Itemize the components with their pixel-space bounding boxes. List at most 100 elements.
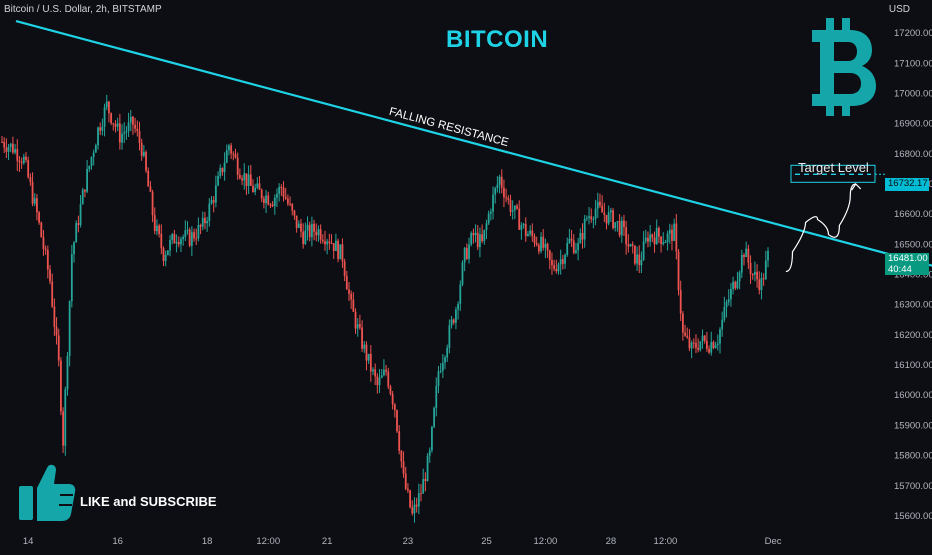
candle-body: [295, 215, 298, 228]
candle-body: [509, 199, 512, 212]
candle-body: [162, 248, 165, 261]
candle-body: [330, 243, 333, 245]
y-tick-label: 15800.00: [894, 451, 932, 462]
candle-body: [572, 240, 575, 253]
candle-body: [507, 197, 510, 200]
last-price-badge: 16481.00 40:44: [885, 253, 929, 275]
candle-body: [132, 116, 134, 125]
candle-body: [49, 269, 51, 282]
candle-body: [644, 237, 647, 242]
candle-body: [258, 183, 261, 190]
candle-body: [433, 407, 436, 427]
candle-body: [38, 212, 40, 223]
candle-body: [431, 426, 433, 451]
candle-body: [262, 198, 265, 204]
candle-body: [664, 242, 667, 244]
candle-body: [712, 342, 715, 349]
candle-body: [468, 244, 470, 259]
candle-body: [581, 232, 584, 240]
candle-body: [555, 268, 558, 272]
candle-body: [542, 236, 545, 248]
candle-body: [339, 244, 342, 260]
candle-body: [99, 127, 102, 131]
candle-body: [754, 271, 756, 275]
y-tick-label: 15700.00: [894, 481, 932, 492]
candle-body: [147, 170, 150, 187]
candle-body: [134, 124, 137, 129]
candle-body: [127, 122, 130, 132]
candle-body: [385, 369, 387, 372]
candle-body: [310, 223, 313, 238]
y-tick-label: 16600.00: [894, 209, 932, 220]
candle-body: [97, 127, 99, 146]
candle-body: [498, 176, 501, 185]
candle-body: [513, 205, 516, 211]
candle-body: [265, 195, 267, 204]
candle-body: [592, 219, 595, 221]
candle-body: [367, 353, 370, 361]
y-tick-label: 16800.00: [894, 149, 932, 160]
candle-body: [740, 254, 743, 273]
x-axis: 14 16 18 12:00 21 23 25 12:00 28 12:00 Dec: [23, 536, 782, 547]
candle-body: [389, 386, 392, 394]
candle-body: [160, 233, 163, 249]
candle-body: [243, 173, 246, 181]
bar-countdown: 40:44: [888, 264, 912, 275]
candle-body: [688, 337, 691, 349]
candle-body: [426, 455, 429, 482]
y-tick-label: 15900.00: [894, 420, 932, 431]
candle-body: [489, 211, 492, 214]
symbol-header[interactable]: Bitcoin / U.S. Dollar, 2h, BITSTAMP: [4, 4, 162, 15]
candle-body: [238, 174, 241, 179]
candle-body: [271, 204, 274, 207]
candle-body: [25, 156, 27, 161]
y-tick-label: 17200.00: [894, 28, 932, 39]
candle-body: [557, 264, 560, 272]
like-subscribe-text: LIKE and SUBSCRIBE: [80, 494, 217, 509]
x-tick-label: 12:00: [256, 536, 280, 547]
candle-body: [121, 133, 123, 143]
candle-body: [553, 265, 556, 269]
candle-body: [219, 167, 222, 176]
falling-resistance-line[interactable]: [15, 19, 932, 271]
candle-body: [745, 248, 748, 258]
candle-body: [66, 355, 69, 390]
candle-body: [566, 243, 569, 255]
candle-body: [594, 208, 597, 220]
candle-body: [599, 201, 601, 206]
candle-body: [210, 200, 213, 204]
candle-body: [695, 342, 697, 348]
candle-body: [721, 319, 724, 330]
candle-body: [46, 250, 49, 270]
candle-body: [671, 229, 673, 241]
y-tick-label: 16000.00: [894, 390, 932, 401]
candle-body: [334, 240, 337, 251]
candle-body: [738, 272, 741, 282]
candle-body: [197, 225, 200, 239]
candle-body: [402, 461, 405, 474]
candle-body: [524, 223, 527, 237]
candle-body: [284, 196, 287, 199]
candle-body: [352, 299, 355, 312]
candle-body: [55, 326, 58, 336]
y-tick-label: 16100.00: [894, 360, 932, 371]
candle-body: [601, 205, 604, 213]
candle-body: [365, 344, 368, 361]
candle-body: [518, 208, 521, 230]
candle-body: [212, 200, 215, 203]
candle-body: [481, 234, 484, 242]
candle-body: [359, 324, 361, 328]
thumbs-up-icon[interactable]: [16, 458, 76, 524]
candle-body: [446, 347, 449, 358]
candle-body: [140, 142, 143, 156]
candle-body: [289, 203, 291, 205]
candle-body: [577, 243, 580, 251]
x-tick-label: 21: [322, 536, 333, 547]
candle-body: [169, 239, 171, 251]
x-tick-label: 12:00: [654, 536, 678, 547]
candle-body: [380, 375, 383, 378]
candle-body: [732, 281, 734, 289]
candle-body: [679, 290, 682, 314]
